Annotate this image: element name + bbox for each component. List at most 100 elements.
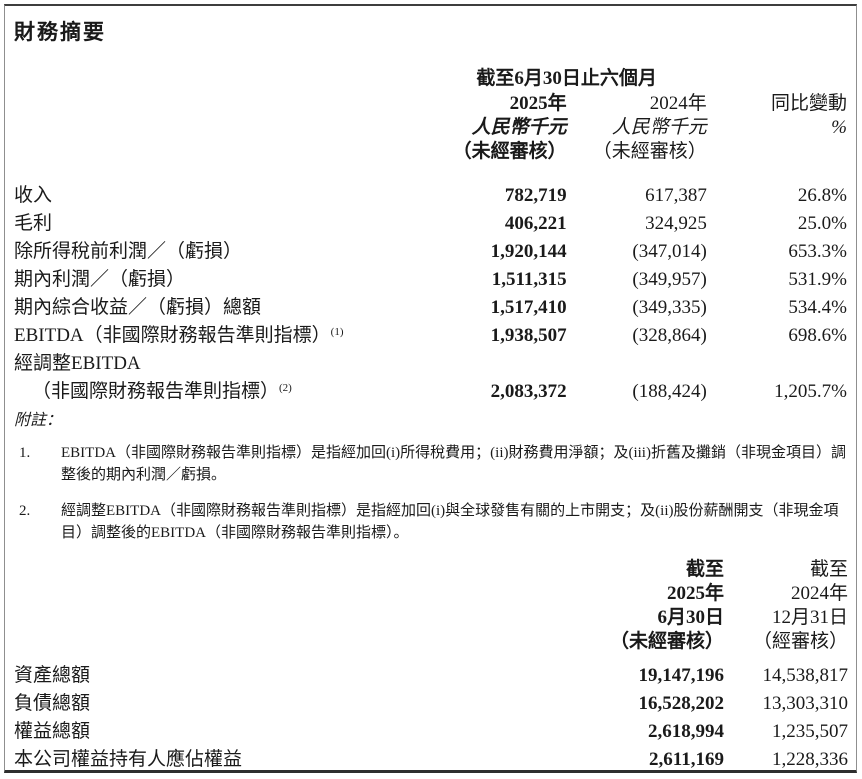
value-yoy: 26.8%	[797, 185, 847, 206]
table-row-adjusted-ebitda-line2: （非國際財務報告準則指標）(2) 2,083,372 (188,424) 1,2…	[14, 378, 847, 406]
value-2024: (349,335)	[632, 297, 707, 318]
empty-cell	[14, 582, 572, 606]
value-2024: (349,957)	[632, 269, 707, 290]
empty-cell	[426, 350, 566, 378]
col-2024-audit: （未經審核）	[592, 141, 707, 162]
col-2024-asof: 截至	[809, 559, 848, 580]
value-yoy: 653.3%	[788, 241, 847, 262]
table1-year-row: 2025年 2024年 同比變動	[14, 92, 847, 116]
value-2024: 14,538,817	[762, 665, 849, 686]
col-2025-audit: （未經審核）	[452, 141, 567, 162]
value-2025: 406,221	[504, 213, 567, 234]
financial-summary-table: 截至6月30日止六個月 2025年 2024年 同比變動 人民幣千元 人民幣千元…	[14, 66, 847, 406]
row-label: 經調整EBITDA	[14, 353, 141, 374]
value-2024: 13,303,310	[762, 693, 849, 714]
col-2025-year: 2025年	[509, 93, 567, 114]
note-number: 1.	[19, 445, 31, 461]
table-row-total-equity: 權益總額 2,618,994 1,235,507	[14, 718, 848, 746]
row-label: （非國際財務報告準則指標）(2)	[32, 381, 292, 402]
value-2025: 2,611,169	[649, 749, 724, 770]
table-row-profit-before-tax: 除所得稅前利潤／（虧損） 1,920,144 (347,014) 653.3%	[14, 238, 847, 266]
col-2024-audit: （經審核）	[752, 631, 848, 652]
table-row-ebitda: EBITDA（非國際財務報告準則指標）(1) 1,938,507 (328,86…	[14, 322, 847, 350]
value-2025: 2,618,994	[648, 721, 724, 742]
empty-cell	[14, 140, 426, 164]
row-label: 期內利潤／（虧損）	[14, 269, 186, 290]
row-label: 本公司權益持有人應佔權益	[14, 749, 243, 770]
report-page: 財務摘要 截至6月30日止六個月 2025年 2024年 同比變動 人民幣千元 …	[4, 4, 857, 773]
balance-sheet-table: 截至 截至 2025年 2024年 6月30日 12月31日 （未經審核） （經…	[14, 558, 848, 770]
empty-cell	[567, 350, 707, 378]
table2-date-row: 6月30日 12月31日	[14, 606, 848, 630]
empty-cell	[14, 630, 572, 654]
col-2025-audit: （未經審核）	[609, 631, 724, 652]
notes-heading: 附註：	[14, 412, 63, 429]
value-2025: 1,938,507	[490, 325, 567, 346]
page-title: 財務摘要	[14, 20, 106, 44]
table2-year-row: 2025年 2024年	[14, 582, 848, 606]
empty-cell	[14, 558, 572, 582]
row-label: 毛利	[14, 213, 53, 234]
table-row-equity-attributable-to-holders: 本公司權益持有人應佔權益 2,611,169 1,228,336	[14, 746, 848, 770]
table2-asof-row: 截至 截至	[14, 558, 848, 582]
col-2025-asof: 截至	[685, 559, 724, 580]
empty-cell	[14, 66, 426, 92]
empty-cell	[707, 140, 847, 164]
empty-cell	[14, 606, 572, 630]
value-2024: 1,235,507	[772, 721, 848, 742]
note-text: 經調整EBITDA（非國際財務報告準則指標）是指經加回(i)與全球發售有關的上市…	[61, 503, 839, 541]
table-row-gross-profit: 毛利 406,221 324,925 25.0%	[14, 210, 847, 238]
row-label: 負債總額	[14, 693, 91, 714]
spacer-row	[14, 654, 848, 662]
value-2024: 324,925	[645, 213, 707, 234]
value-2024: (188,424)	[632, 381, 707, 402]
value-2025: 782,719	[504, 185, 567, 206]
value-2025: 19,147,196	[638, 665, 725, 686]
value-2025: 1,920,144	[490, 241, 567, 262]
value-yoy: 1,205.7%	[774, 381, 847, 402]
table-row-total-liabilities: 負債總額 16,528,202 13,303,310	[14, 690, 848, 718]
balance-sheet-summary: 截至 截至 2025年 2024年 6月30日 12月31日 （未經審核） （經…	[14, 558, 848, 770]
period-header: 截至6月30日止六個月	[476, 68, 657, 89]
col-2024-year: 2024年	[649, 93, 707, 114]
table1-period-header-row: 截至6月30日止六個月	[14, 66, 847, 92]
col-2024-year: 2024年	[790, 583, 848, 604]
empty-cell	[14, 116, 426, 140]
col-2025-unit: 人民幣千元	[471, 117, 567, 138]
note-text: EBITDA（非國際財務報告準則指標）是指經加回(i)所得稅費用；(ii)財務費…	[61, 445, 846, 483]
value-2025: 2,083,372	[490, 381, 567, 402]
value-yoy: 25.0%	[797, 213, 847, 234]
row-label: 期內綜合收益／（虧損）總額	[14, 297, 262, 318]
col-2024-unit: 人民幣千元	[611, 117, 707, 138]
value-2025: 1,511,315	[491, 269, 567, 290]
value-yoy: 698.6%	[788, 325, 847, 346]
col-yoy-label: 同比變動	[770, 93, 847, 114]
table1-audit-row: （未經審核） （未經審核）	[14, 140, 847, 164]
value-2024: (347,014)	[632, 241, 707, 262]
table-row-revenue: 收入 782,719 617,387 26.8%	[14, 182, 847, 210]
value-2025: 1,517,410	[490, 297, 567, 318]
col-2025-year: 2025年	[666, 583, 724, 604]
col-2025-date: 6月30日	[657, 607, 724, 628]
note-item-2: 2. 經調整EBITDA（非國際財務報告準則指標）是指經加回(i)與全球發售有關…	[14, 500, 847, 544]
value-2024: 1,228,336	[772, 749, 848, 770]
note-ref-2: (2)	[279, 382, 292, 394]
spacer-row	[14, 164, 847, 182]
table-row-profit-for-period: 期內利潤／（虧損） 1,511,315 (349,957) 531.9%	[14, 266, 847, 294]
row-label: 收入	[14, 185, 53, 206]
empty-cell	[14, 92, 426, 116]
empty-cell	[707, 66, 847, 92]
table-row-total-comprehensive-income: 期內綜合收益／（虧損）總額 1,517,410 (349,335) 534.4%	[14, 294, 847, 322]
table2-audit-row: （未經審核） （經審核）	[14, 630, 848, 654]
value-2025: 16,528,202	[638, 693, 725, 714]
table1-unit-row: 人民幣千元 人民幣千元 %	[14, 116, 847, 140]
value-yoy: 534.4%	[788, 297, 847, 318]
table-row-total-assets: 資產總額 19,147,196 14,538,817	[14, 662, 848, 690]
value-yoy: 531.9%	[788, 269, 847, 290]
value-2024: (328,864)	[632, 325, 707, 346]
table-row-adjusted-ebitda-line1: 經調整EBITDA	[14, 350, 847, 378]
note-ref-1: (1)	[330, 326, 344, 338]
value-2024: 617,387	[645, 185, 707, 206]
col-yoy-unit: %	[831, 117, 847, 138]
row-label: EBITDA（非國際財務報告準則指標）(1)	[14, 325, 344, 346]
